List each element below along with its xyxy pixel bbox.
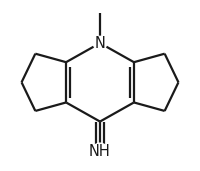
Circle shape (93, 36, 107, 50)
Text: N: N (95, 36, 105, 51)
Circle shape (92, 143, 108, 159)
Text: NH: NH (89, 144, 111, 159)
